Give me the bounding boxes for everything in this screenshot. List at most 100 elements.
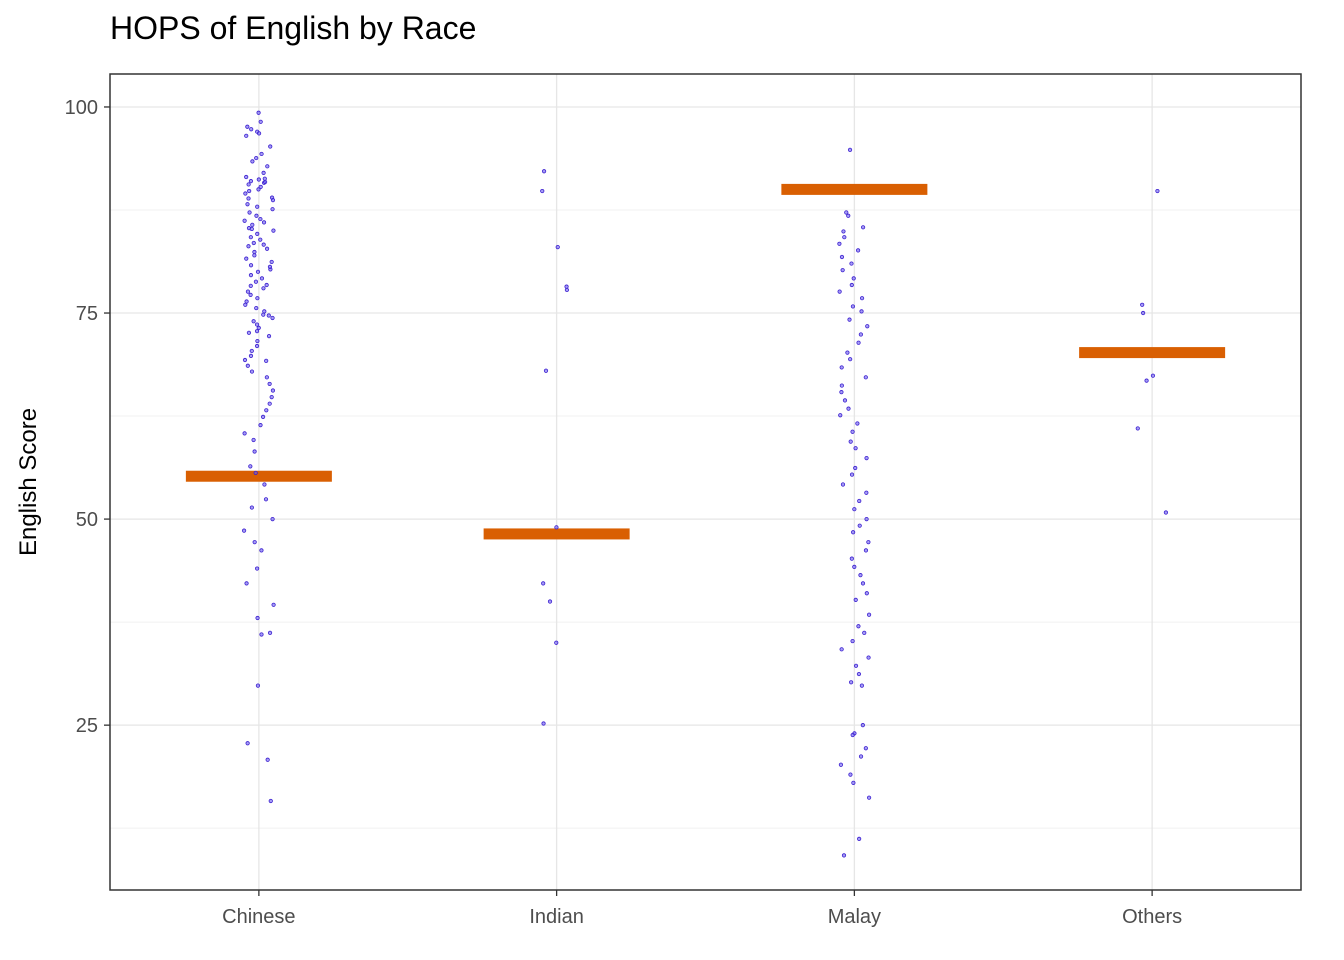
- data-point: [251, 437, 256, 443]
- x-tick-label: Chinese: [222, 906, 295, 928]
- data-point: [246, 182, 251, 187]
- data-point: [853, 446, 858, 451]
- grid-layer: [110, 74, 1301, 890]
- data-point: [244, 299, 249, 304]
- data-point: [271, 228, 276, 233]
- data-point: [270, 207, 275, 212]
- data-point: [262, 176, 267, 181]
- data-point: [264, 375, 269, 380]
- data-point: [858, 754, 864, 759]
- data-point: [266, 313, 271, 318]
- data-point: [244, 256, 249, 261]
- data-point: [255, 269, 261, 274]
- data-point: [261, 220, 267, 225]
- data-point: [855, 248, 861, 253]
- data-point: [248, 235, 253, 240]
- y-tick-label: 75: [76, 303, 98, 325]
- data-point: [855, 421, 860, 426]
- data-point: [243, 302, 248, 307]
- data-point: [256, 131, 262, 136]
- data-point: [270, 198, 276, 203]
- data-point: [847, 317, 852, 322]
- data-point: [254, 155, 259, 161]
- data-point: [840, 268, 845, 273]
- data-point: [255, 296, 260, 301]
- data-point: [255, 231, 260, 237]
- data-point: [254, 343, 260, 349]
- data-point: [256, 187, 261, 192]
- data-point: [856, 624, 861, 629]
- y-tick-label: 100: [65, 97, 98, 119]
- data-point: [1135, 426, 1140, 431]
- data-point: [862, 630, 867, 635]
- data-point: [864, 516, 869, 522]
- data-point: [842, 235, 847, 240]
- data-point: [853, 663, 859, 668]
- data-point: [261, 286, 266, 291]
- data-point: [837, 289, 842, 294]
- data-point: [259, 632, 264, 637]
- data-point: [856, 671, 862, 677]
- data-point: [270, 516, 275, 522]
- plot-border: [109, 73, 1302, 891]
- data-point: [249, 505, 254, 510]
- data-point: [851, 780, 856, 785]
- data-point: [864, 455, 869, 461]
- data-point: [252, 249, 257, 255]
- data-point: [841, 229, 846, 234]
- data-point: [866, 612, 872, 617]
- data-point: [247, 188, 252, 194]
- data-point: [839, 383, 844, 388]
- data-point: [253, 470, 258, 476]
- data-point: [852, 507, 857, 512]
- data-point: [245, 124, 250, 129]
- data-point: [857, 523, 862, 528]
- data-point: [541, 169, 547, 174]
- data-point: [248, 273, 254, 278]
- x-tick-label: Others: [1122, 906, 1182, 928]
- data-point: [249, 369, 255, 374]
- data-point: [540, 188, 545, 194]
- data-point: [254, 305, 259, 311]
- data-point: [541, 721, 546, 726]
- data-point: [264, 246, 270, 251]
- hops-bar-indian: [483, 528, 630, 540]
- data-point: [864, 591, 869, 596]
- data-point: [249, 127, 254, 132]
- data-point: [245, 741, 250, 746]
- data-point: [554, 525, 559, 530]
- data-point: [839, 254, 845, 260]
- data-point: [860, 723, 865, 728]
- data-point: [846, 213, 851, 218]
- data-point: [269, 395, 274, 400]
- data-point: [242, 431, 247, 436]
- data-point: [255, 683, 261, 688]
- y-axis-title: English Score: [15, 408, 42, 556]
- data-point: [840, 482, 846, 487]
- data-point: [850, 638, 855, 644]
- data-point: [267, 381, 272, 387]
- data-point: [860, 581, 866, 586]
- data-point: [268, 144, 273, 149]
- data-point: [252, 540, 257, 545]
- data-point: [1163, 510, 1169, 515]
- data-point: [247, 210, 252, 215]
- data-point: [244, 174, 249, 180]
- data-point: [246, 196, 251, 201]
- data-point: [267, 630, 273, 635]
- data-point: [865, 324, 870, 329]
- data-point: [242, 218, 247, 223]
- data-point: [252, 449, 257, 454]
- data-point: [848, 439, 853, 444]
- hops-layer: [185, 183, 1226, 540]
- data-point: [1144, 378, 1149, 383]
- data-point: [249, 226, 254, 232]
- data-point: [851, 276, 856, 281]
- data-point: [863, 746, 868, 751]
- data-point: [245, 363, 250, 368]
- data-point: [859, 309, 864, 314]
- data-point: [265, 164, 270, 169]
- data-point: [848, 357, 853, 362]
- data-point: [860, 225, 866, 230]
